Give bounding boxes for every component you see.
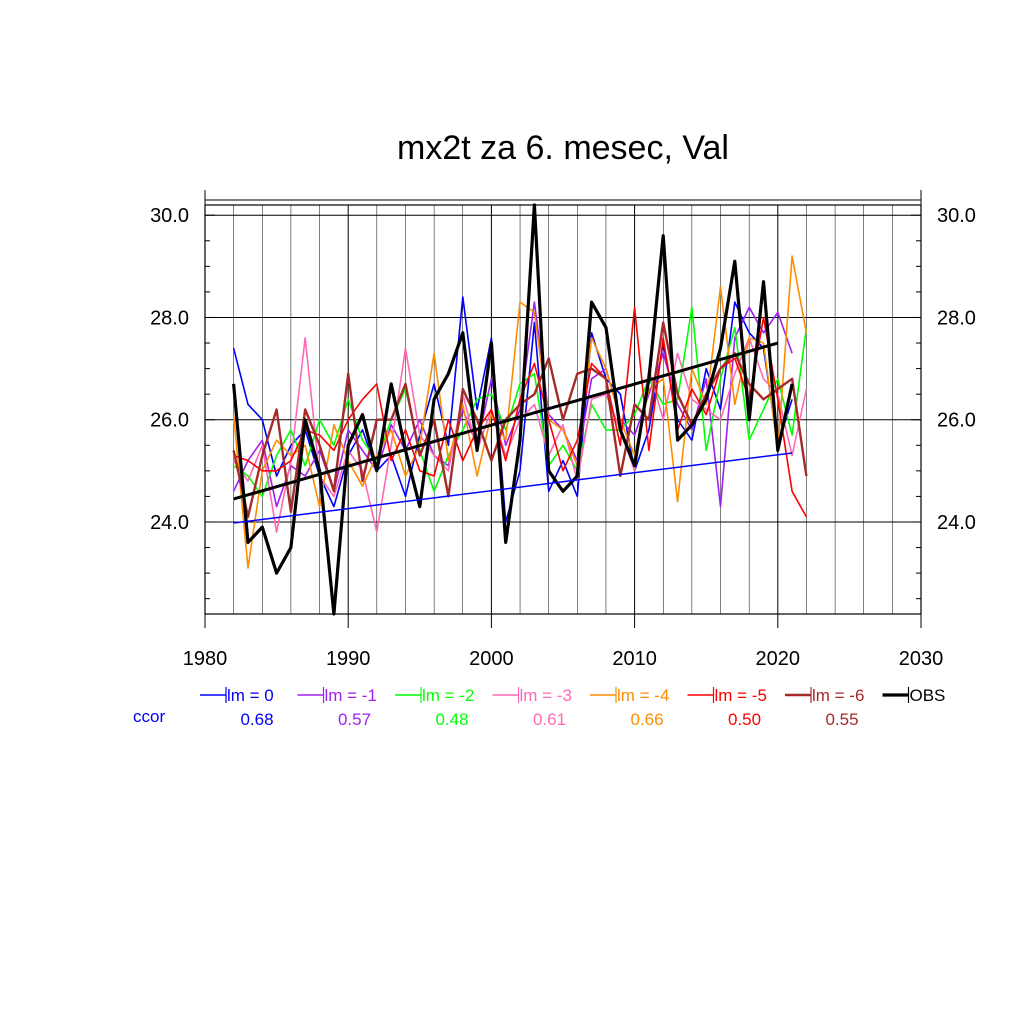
ccor-value: 0.55 [825, 710, 858, 729]
x-tick-label: 1980 [183, 648, 228, 670]
ccor-value: 0.61 [533, 710, 566, 729]
series-line-lm-2 [233, 306, 808, 498]
trend-line [233, 341, 779, 501]
trend-line [233, 452, 793, 524]
plot-border [204, 204, 922, 615]
series-line-obs [232, 203, 794, 616]
plot-area [232, 203, 808, 616]
legend-label: lm = -3 [520, 686, 572, 705]
legend-label: lm = 0 [227, 686, 274, 705]
legend-label: lm = -2 [422, 686, 474, 705]
x-tick-label: 2030 [899, 648, 944, 670]
legend-label: lm = -6 [812, 686, 864, 705]
y-tick-label-right: 24.0 [937, 512, 976, 534]
legend-label: lm = -5 [715, 686, 767, 705]
ccor-value: 0.68 [240, 710, 273, 729]
ccor-value: 0.48 [435, 710, 468, 729]
ccor-value: 0.57 [338, 710, 371, 729]
legend: ccor lm = 0 0.68 lm = -1 0.57 lm = -2 0.48 lm =… [133, 686, 945, 729]
x-tick-label: 2010 [612, 648, 657, 670]
legend-label: lm = -1 [325, 686, 377, 705]
x-tick-label: 2000 [469, 648, 514, 670]
y-tick-label-right: 30.0 [937, 205, 976, 227]
y-tick-label-right: 28.0 [937, 307, 976, 329]
y-tick-label-left: 24.0 [150, 512, 189, 534]
ccor-value: 0.50 [728, 710, 761, 729]
axes: 1980 1990 2000 2010 2020 2030 24.0 24.0 26.0 26.0… [150, 190, 976, 670]
y-tick-label-left: 30.0 [150, 205, 189, 227]
x-tick-label: 1990 [326, 648, 371, 670]
ccor-value: 0.66 [630, 710, 663, 729]
x-tick-label: 2020 [756, 648, 801, 670]
y-tick-label-left: 28.0 [150, 307, 189, 329]
ccor-label: ccor [133, 707, 165, 726]
y-tick-label-right: 26.0 [937, 410, 976, 432]
legend-label: OBS [910, 686, 946, 705]
legend-label: lm = -4 [617, 686, 669, 705]
series-line-lm-4 [232, 255, 808, 569]
chart-title: mx2t za 6. mesec, Val [397, 129, 729, 167]
y-tick-label-left: 26.0 [150, 410, 189, 432]
series-line-lm-5 [233, 306, 808, 518]
